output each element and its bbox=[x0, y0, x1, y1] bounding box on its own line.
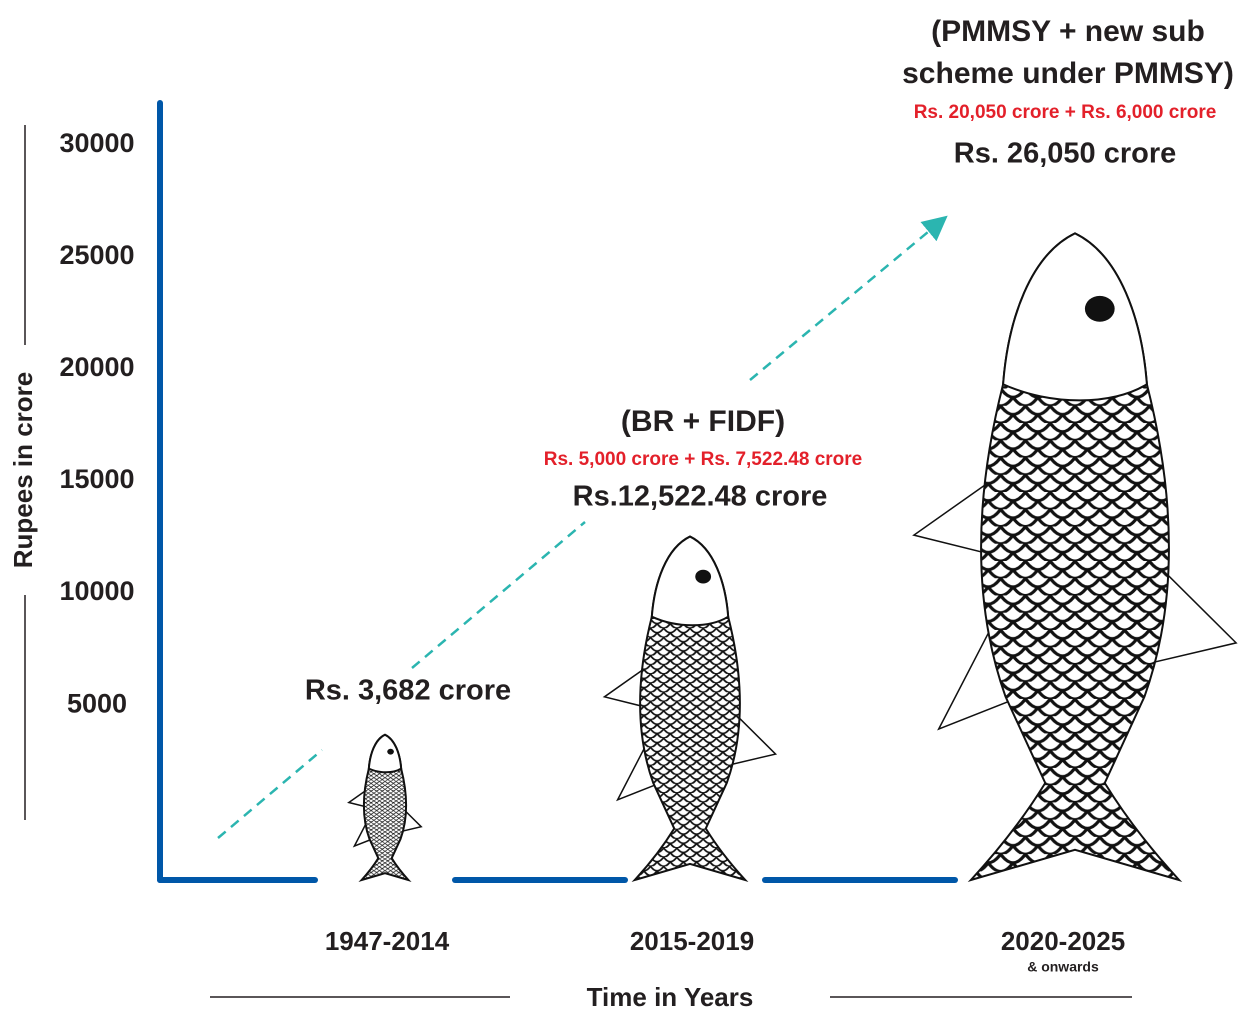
scheme-label: (PMMSY + new sub bbox=[931, 15, 1205, 48]
breakdown-label: Rs. 5,000 crore + Rs. 7,522.48 crore bbox=[544, 449, 862, 470]
y-tick-label: 25000 bbox=[59, 240, 134, 270]
fish-head bbox=[652, 537, 728, 626]
fish bbox=[349, 735, 421, 880]
y-tick-label: 10000 bbox=[59, 576, 134, 606]
fish-head bbox=[1003, 233, 1147, 400]
scheme-label: (BR + FIDF) bbox=[621, 405, 785, 438]
y-tick-label: 5000 bbox=[67, 688, 127, 718]
breakdown-label: Rs. 20,050 crore + Rs. 6,000 crore bbox=[914, 102, 1217, 123]
fish bbox=[914, 233, 1236, 880]
fish bbox=[604, 537, 775, 880]
category-label: 1947-2014 bbox=[325, 926, 450, 956]
value-label: Rs. 3,682 crore bbox=[305, 675, 511, 707]
y-tick-label: 15000 bbox=[59, 464, 134, 494]
category-note: & onwards bbox=[1027, 959, 1099, 975]
category-label: 2020-2025 bbox=[1001, 926, 1125, 956]
fish-head bbox=[369, 735, 401, 773]
x-axis-label: Time in Years bbox=[587, 982, 754, 1010]
fish-eye bbox=[387, 749, 394, 755]
trend-arrow bbox=[750, 222, 940, 380]
scheme-label: scheme under PMMSY) bbox=[902, 57, 1234, 90]
chart: Rupees in crore Time in Years 5000 10000 1… bbox=[0, 0, 1255, 1010]
fish-eye bbox=[1085, 296, 1115, 322]
y-axis-label: Rupees in crore bbox=[8, 372, 38, 569]
trend-arrow bbox=[218, 750, 322, 838]
y-tick-label: 30000 bbox=[59, 128, 134, 158]
y-tick-label: 20000 bbox=[59, 352, 134, 382]
fish-eye bbox=[695, 570, 711, 584]
category-label: 2015-2019 bbox=[630, 926, 754, 956]
trend-arrow bbox=[412, 522, 585, 668]
value-label: Rs.12,522.48 crore bbox=[573, 481, 828, 513]
value-label: Rs. 26,050 crore bbox=[954, 138, 1176, 170]
